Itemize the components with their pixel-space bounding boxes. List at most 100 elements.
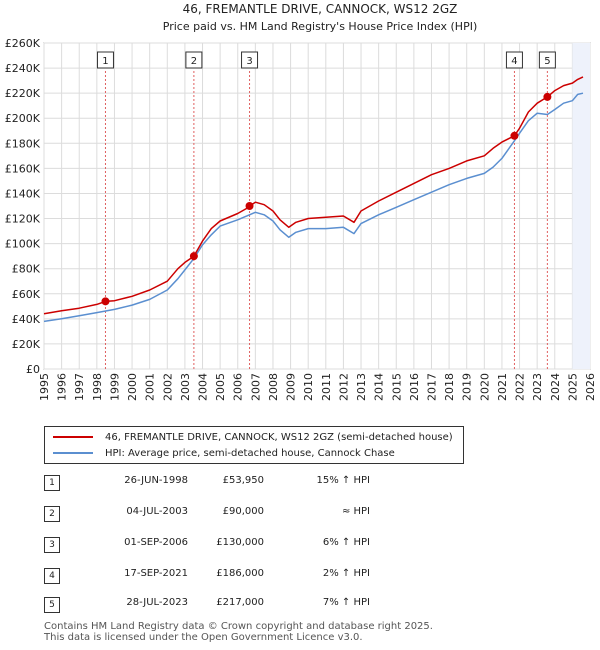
hpi-series-line [43, 92, 584, 323]
y-tick-label: £40K [12, 313, 41, 326]
x-tick-label: 2017 [425, 373, 438, 401]
x-tick-label: 2014 [373, 373, 386, 401]
y-tick-label: £180K [5, 137, 41, 150]
sale-label-box [241, 51, 259, 69]
transaction-price: £90,000 [222, 506, 264, 517]
sale-point [189, 252, 198, 261]
transaction-price: £186,000 [216, 568, 264, 579]
x-tick-label: 2005 [214, 373, 227, 401]
transaction-number: 4 [44, 568, 60, 584]
sale-point [543, 92, 552, 101]
x-tick-label: 1997 [73, 373, 86, 401]
legend-item-property: 46, FREMANTLE DRIVE, CANNOCK, WS12 2GZ (… [53, 429, 453, 445]
x-tick-label: 2004 [197, 373, 210, 401]
transaction-date: 04-JUL-2003 [126, 506, 188, 517]
x-tick-label: 2020 [478, 373, 491, 401]
legend-label-hpi: HPI: Average price, semi-detached house,… [105, 447, 395, 459]
legend-item-hpi: HPI: Average price, semi-detached house,… [53, 445, 395, 461]
x-tick-label: 2002 [161, 373, 174, 401]
footer-copyright: Contains HM Land Registry data © Crown c… [44, 621, 433, 632]
transaction-number: 5 [44, 597, 60, 613]
x-tick-label: 2015 [390, 373, 403, 401]
x-tick-label: 2021 [496, 373, 509, 401]
transaction-number: 1 [44, 475, 60, 491]
y-tick-label: £20K [12, 338, 41, 351]
x-tick-label: 1995 [38, 373, 51, 401]
chart-title: 46, FREMANTLE DRIVE, CANNOCK, WS12 2GZ [183, 2, 458, 16]
x-tick-label: 2023 [531, 373, 544, 401]
transaction-date: 01-SEP-2006 [124, 537, 188, 548]
x-tick-label: 1998 [91, 373, 104, 401]
transaction-date: 26-JUN-1998 [124, 475, 188, 486]
sale-point [245, 202, 254, 210]
y-tick-label: £260K [5, 37, 41, 50]
sale-label: 3 [246, 56, 252, 67]
transaction-number: 3 [44, 537, 60, 553]
x-tick-label: 2011 [320, 373, 333, 401]
transaction-price: £217,000 [216, 597, 264, 608]
transaction-hpi-relation: 15% ↑ HPI [316, 475, 370, 486]
x-tick-label: 2010 [302, 373, 315, 401]
sale-label-box [96, 51, 114, 69]
property-series-line [43, 76, 584, 315]
transaction-date: 28-JUL-2023 [126, 597, 188, 608]
sale-label-box [185, 51, 203, 69]
legend-swatch-property [53, 436, 93, 438]
transaction-row: 4 17-SEP-2021 £186,000 2% ↑ HPI [44, 568, 384, 584]
y-tick-label: £200K [5, 112, 41, 125]
x-tick-label: 2008 [267, 373, 280, 401]
y-tick-label: £120K [5, 213, 41, 226]
legend-label-property: 46, FREMANTLE DRIVE, CANNOCK, WS12 2GZ (… [105, 431, 453, 443]
sale-label-box [538, 51, 556, 69]
plot-background [43, 42, 591, 370]
x-tick-label: 2025 [566, 373, 579, 401]
x-tick-label: 2000 [126, 373, 139, 401]
x-tick-label: 2006 [232, 373, 245, 401]
x-tick-label: 2026 [584, 373, 597, 401]
transaction-number: 2 [44, 506, 60, 522]
sale-point [510, 131, 519, 140]
x-tick-label: 2012 [337, 373, 350, 401]
y-tick-label: £240K [5, 62, 41, 75]
transaction-date: 17-SEP-2021 [124, 568, 188, 579]
y-tick-label: £100K [5, 238, 41, 251]
y-tick-label: £60K [12, 288, 41, 301]
x-tick-label: 2009 [285, 373, 298, 401]
x-tick-label: 2018 [443, 373, 456, 401]
transaction-hpi-relation: 7% ↑ HPI [322, 597, 370, 608]
legend-swatch-hpi [53, 452, 93, 454]
x-tick-label: 2013 [355, 373, 368, 401]
legend: 46, FREMANTLE DRIVE, CANNOCK, WS12 2GZ (… [44, 426, 464, 464]
transaction-price: £53,950 [222, 475, 264, 486]
sale-label: 4 [511, 56, 517, 67]
transaction-price: £130,000 [216, 537, 264, 548]
sale-point [101, 297, 110, 306]
footer: Contains HM Land Registry data © Crown c… [44, 621, 433, 643]
y-tick-label: £160K [5, 162, 41, 175]
chart-subtitle: Price paid vs. HM Land Registry's House … [163, 20, 478, 33]
transaction-hpi-relation: ≈ HPI [341, 506, 370, 517]
y-tick-label: £0 [26, 363, 40, 376]
transaction-hpi-relation: 2% ↑ HPI [322, 568, 370, 579]
x-tick-label: 2019 [461, 373, 474, 401]
x-tick-label: 2016 [408, 373, 421, 401]
transaction-row: 1 26-JUN-1998 £53,950 15% ↑ HPI [44, 475, 384, 491]
transaction-row: 5 28-JUL-2023 £217,000 7% ↑ HPI [44, 597, 384, 613]
x-tick-label: 2007 [249, 373, 262, 401]
x-tick-label: 2003 [179, 373, 192, 401]
footer-license: This data is licensed under the Open Gov… [44, 632, 363, 643]
sale-label-box [505, 51, 523, 69]
y-tick-label: £80K [12, 263, 41, 276]
x-tick-label: 1996 [56, 373, 69, 401]
x-tick-label: 2024 [549, 373, 562, 401]
x-tick-label: 2001 [144, 373, 157, 401]
sale-label: 1 [102, 56, 108, 67]
forecast-shade [572, 43, 590, 369]
transaction-row: 3 01-SEP-2006 £130,000 6% ↑ HPI [44, 537, 384, 553]
y-tick-label: £220K [5, 87, 41, 100]
plot-area: £0 £20K £40K £60K £80K £100K £120K £140K £160K £1… [5, 37, 597, 401]
x-tick-label: 2022 [514, 373, 527, 401]
y-tick-label: £140K [5, 187, 41, 200]
sale-label: 2 [191, 56, 197, 67]
transaction-row: 2 04-JUL-2003 £90,000 ≈ HPI [44, 506, 384, 522]
